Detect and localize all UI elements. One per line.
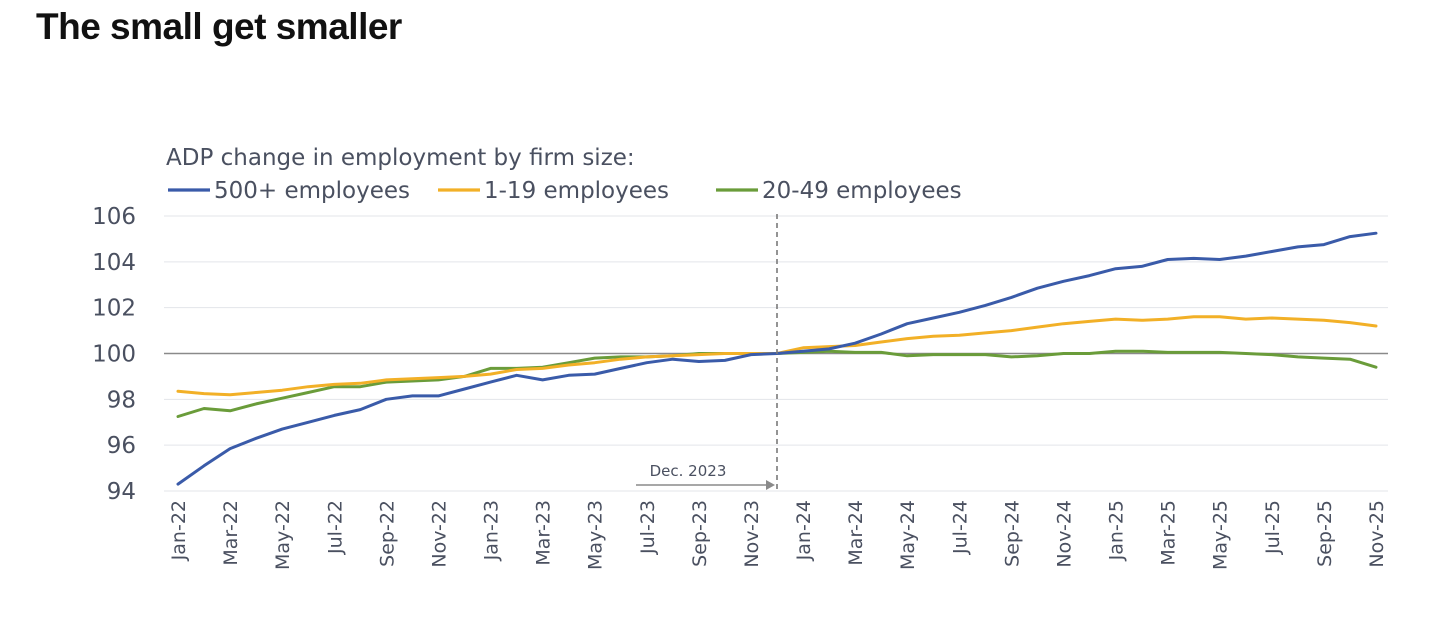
x-tick-label: May-24 bbox=[897, 500, 919, 570]
x-tick-label: Jan-22 bbox=[168, 500, 190, 561]
y-axis-ticks: 94 96 98 100 102 104 106 bbox=[92, 204, 136, 505]
y-tick-label: 100 bbox=[92, 342, 136, 368]
x-tick-label: Jul-23 bbox=[637, 500, 659, 555]
x-tick-label: May-25 bbox=[1210, 500, 1232, 570]
x-tick-label: May-23 bbox=[585, 500, 607, 570]
y-tick-label: 94 bbox=[107, 479, 136, 505]
x-tick-label: Jan-23 bbox=[481, 500, 503, 561]
y-tick-label: 102 bbox=[92, 296, 136, 322]
x-axis-ticks: Jan-22 Mar-22 May-22 Jul-22 Sep-22 Nov-22 Jan-… bbox=[168, 500, 1388, 570]
x-tick-label: Jul-25 bbox=[1262, 500, 1284, 555]
x-tick-label: Sep-22 bbox=[376, 500, 398, 567]
legend-label: 1-19 employees bbox=[484, 178, 669, 204]
x-tick-label: Sep-25 bbox=[1314, 500, 1336, 567]
x-tick-label: Jul-22 bbox=[324, 500, 346, 555]
legend-label: 500+ employees bbox=[214, 178, 410, 204]
x-tick-label: Jan-24 bbox=[793, 500, 815, 561]
x-tick-label: Jan-25 bbox=[1106, 500, 1128, 561]
x-tick-label: Mar-22 bbox=[220, 500, 242, 566]
y-tick-label: 96 bbox=[107, 433, 136, 459]
x-tick-label: Nov-23 bbox=[741, 500, 763, 568]
page-headline: The small get smaller bbox=[36, 6, 402, 47]
legend-label: 20-49 employees bbox=[762, 178, 962, 204]
x-tick-label: Nov-25 bbox=[1366, 500, 1388, 568]
y-tick-label: 104 bbox=[92, 250, 136, 276]
x-tick-label: Nov-24 bbox=[1053, 500, 1075, 568]
x-tick-label: Jul-24 bbox=[949, 500, 971, 555]
x-tick-label: Mar-23 bbox=[533, 500, 555, 566]
x-tick-label: Mar-24 bbox=[845, 500, 867, 566]
annotation-arrow-head bbox=[766, 480, 775, 490]
x-tick-label: Sep-23 bbox=[689, 500, 711, 567]
y-tick-label: 98 bbox=[107, 387, 136, 413]
annotation-label: Dec. 2023 bbox=[650, 462, 727, 480]
chart-annotation: Dec. 2023 bbox=[636, 214, 778, 491]
x-tick-label: Mar-25 bbox=[1158, 500, 1180, 566]
x-tick-label: Sep-24 bbox=[1001, 500, 1023, 567]
chart-legend: 500+ employees 1-19 employees 20-49 employ… bbox=[168, 178, 962, 204]
x-tick-label: Nov-22 bbox=[428, 500, 450, 568]
series-line-1-19-employees bbox=[176, 315, 1378, 397]
chart-subtitle: ADP change in employment by firm size: bbox=[166, 145, 635, 171]
y-tick-label: 106 bbox=[92, 204, 136, 230]
x-tick-label: May-22 bbox=[272, 500, 294, 570]
